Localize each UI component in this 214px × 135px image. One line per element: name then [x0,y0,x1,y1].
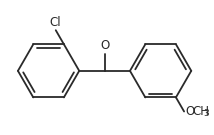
Text: Cl: Cl [49,16,61,29]
Text: 3: 3 [203,109,209,118]
Text: CH: CH [192,105,209,118]
Text: O: O [100,39,109,52]
Text: O: O [185,105,194,118]
